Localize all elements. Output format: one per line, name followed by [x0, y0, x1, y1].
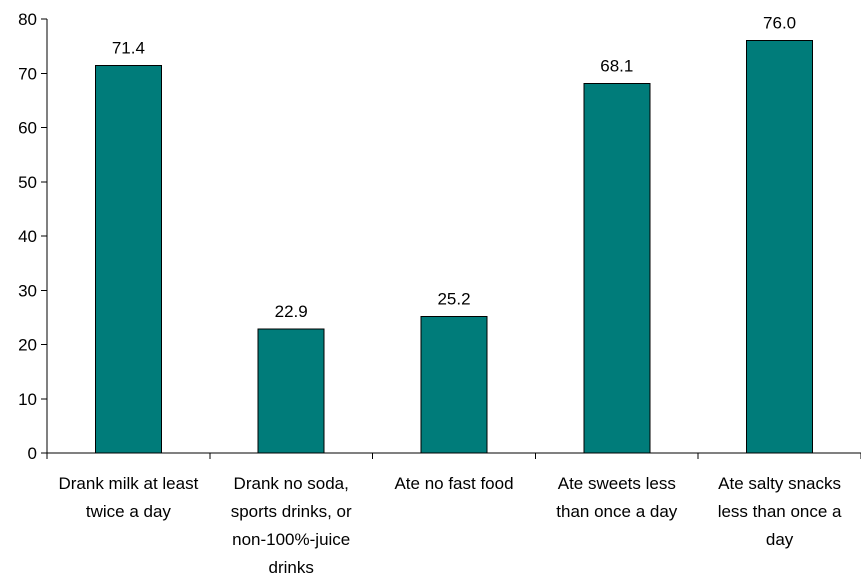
category-label: Drank no soda, sports drinks, or non-100%-… [231, 474, 352, 577]
data-label: 25.2 [437, 289, 470, 308]
y-axis: 0 10 20 30 40 50 60 70 80 [18, 10, 48, 463]
y-tick-label: 0 [28, 444, 37, 463]
category-label: Ate sweets less than once a day [556, 474, 677, 521]
bar [746, 40, 814, 454]
y-tick-label: 80 [18, 10, 37, 29]
category-label: Drank milk at least twice a day [58, 474, 198, 521]
bar [583, 83, 651, 454]
y-tick-label: 20 [18, 336, 37, 355]
y-tick-label: 30 [18, 281, 37, 300]
y-tick-label: 60 [18, 119, 37, 138]
bar [94, 65, 162, 454]
y-tick-label: 40 [18, 227, 37, 246]
bar [420, 315, 488, 454]
data-label: 71.4 [112, 39, 145, 58]
data-label: 76.0 [763, 14, 796, 33]
bar [257, 328, 325, 454]
category-label: Ate salty snacks less than once a day [718, 474, 842, 549]
data-label: 68.1 [600, 57, 633, 76]
x-axis: Drank milk at least twice a day Drank no s… [46, 452, 861, 577]
y-tick-label: 50 [18, 173, 37, 192]
data-label: 22.9 [275, 302, 308, 321]
y-tick-label: 10 [18, 390, 37, 409]
bars: 71.4 22.9 25.2 68.1 76.0 [94, 14, 814, 454]
category-label: Ate no fast food [394, 474, 513, 493]
y-tick-label: 70 [18, 64, 37, 83]
